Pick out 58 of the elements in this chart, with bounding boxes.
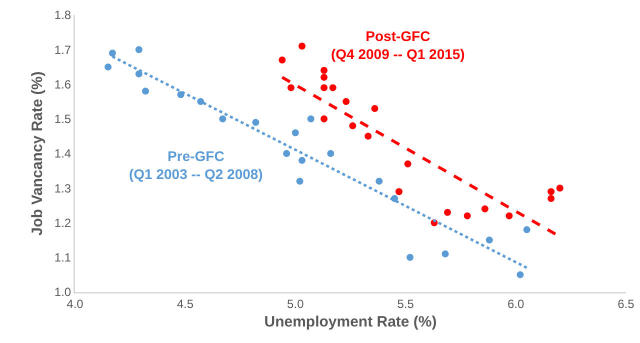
point bbox=[320, 115, 328, 122]
point bbox=[108, 50, 116, 57]
point bbox=[298, 156, 306, 164]
point bbox=[486, 236, 493, 244]
point bbox=[506, 212, 513, 220]
y-tick-label: 1.2 bbox=[54, 216, 72, 230]
point bbox=[548, 195, 555, 202]
point bbox=[135, 46, 142, 54]
point bbox=[298, 42, 306, 50]
y-tick-label: 1.1 bbox=[54, 250, 72, 265]
y-tick-label: 1.6 bbox=[54, 77, 72, 92]
series-label: Pre-GFC (Q1 2003 -- Q2 2008) bbox=[129, 148, 263, 182]
point bbox=[371, 104, 378, 112]
point bbox=[364, 132, 372, 140]
point bbox=[329, 84, 336, 92]
point bbox=[464, 212, 471, 220]
series-label: Post-GFC (Q4 2009 -- Q1 2015) bbox=[331, 28, 465, 62]
point bbox=[444, 208, 451, 216]
y-tick-label: 1.5 bbox=[54, 112, 72, 126]
point bbox=[292, 129, 299, 136]
point bbox=[516, 271, 524, 278]
x-tick-label: 5.5 bbox=[397, 296, 414, 311]
y-axis-title: Job Vancancy Rate (%) bbox=[28, 71, 46, 236]
point bbox=[278, 56, 286, 64]
point bbox=[395, 188, 402, 196]
point bbox=[406, 254, 414, 261]
x-tick-label: 4.0 bbox=[66, 296, 84, 311]
y-tick-label: 1.3 bbox=[54, 181, 72, 196]
point bbox=[442, 250, 449, 258]
point bbox=[376, 178, 383, 185]
point bbox=[307, 115, 314, 122]
point bbox=[349, 122, 356, 130]
x-tick-label: 6.0 bbox=[507, 296, 524, 311]
x-axis-title: Unemployment Rate (%) bbox=[264, 314, 437, 331]
point bbox=[283, 150, 290, 157]
point bbox=[287, 84, 294, 92]
point bbox=[104, 63, 112, 70]
point bbox=[320, 74, 328, 81]
y-tick-label: 1.7 bbox=[54, 42, 72, 57]
y-tick-label: 1.8 bbox=[54, 8, 72, 22]
y-tick-label: 1.4 bbox=[54, 146, 72, 161]
point bbox=[342, 98, 350, 106]
point bbox=[404, 160, 412, 168]
point bbox=[252, 118, 260, 126]
x-tick-label: 6.5 bbox=[618, 296, 635, 311]
point bbox=[142, 88, 150, 95]
x-tick-label: 5.0 bbox=[287, 296, 304, 311]
x-tick-label: 4.5 bbox=[176, 296, 194, 311]
point bbox=[548, 188, 555, 196]
point bbox=[320, 66, 328, 74]
y-tick-label: 1.0 bbox=[54, 285, 72, 300]
point bbox=[320, 84, 328, 92]
point bbox=[556, 184, 564, 192]
point bbox=[523, 226, 530, 234]
point bbox=[481, 205, 488, 212]
point bbox=[296, 178, 304, 185]
point bbox=[219, 115, 226, 122]
point bbox=[327, 150, 334, 157]
